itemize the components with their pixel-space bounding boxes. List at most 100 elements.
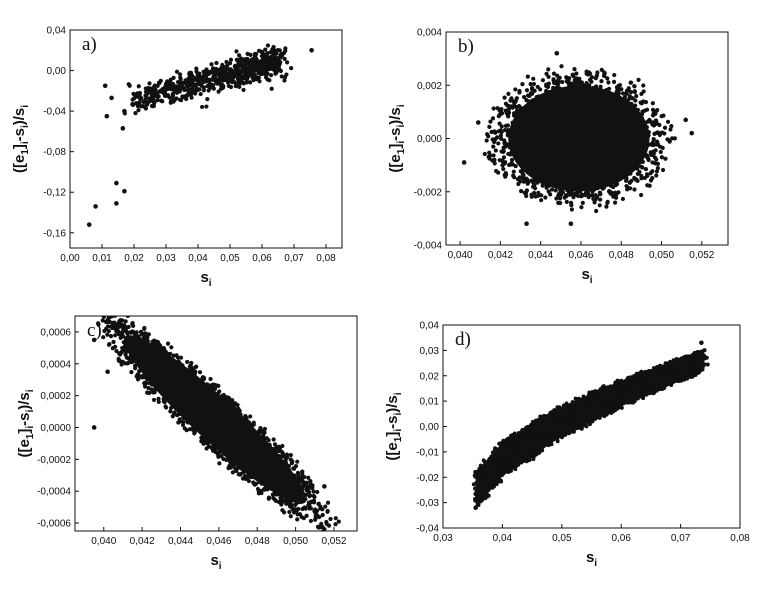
data-point xyxy=(194,66,199,71)
data-point xyxy=(579,193,584,199)
y-tick-label: -0,08 xyxy=(43,147,66,158)
data-point xyxy=(238,69,243,74)
x-tick-label: 0,042 xyxy=(488,250,513,261)
data-point xyxy=(547,420,552,425)
data-point xyxy=(306,475,311,480)
data-point xyxy=(662,125,668,130)
data-point xyxy=(98,305,102,309)
data-point xyxy=(301,479,306,485)
data-point xyxy=(524,176,529,181)
data-point xyxy=(540,183,545,188)
plot-frame xyxy=(74,315,358,532)
data-point xyxy=(524,98,529,103)
data-point xyxy=(234,81,239,86)
data-point xyxy=(643,100,649,105)
data-point xyxy=(158,98,164,103)
data-point xyxy=(303,506,308,511)
data-point xyxy=(252,59,258,65)
data-point xyxy=(226,83,231,89)
data-point xyxy=(503,144,508,149)
data-point xyxy=(214,60,219,66)
data-point xyxy=(111,321,116,327)
data-point xyxy=(138,97,143,102)
data-point xyxy=(184,81,189,87)
data-point xyxy=(274,445,279,450)
data-point xyxy=(478,463,483,468)
data-point xyxy=(577,76,582,81)
data-point xyxy=(486,154,491,160)
data-point xyxy=(130,102,136,108)
data-point xyxy=(122,188,127,194)
data-point xyxy=(539,420,544,425)
y-tick-label: -0,004 xyxy=(414,241,443,252)
data-point xyxy=(102,83,108,89)
data-point xyxy=(612,72,617,78)
panel-label: d) xyxy=(455,329,471,350)
data-point xyxy=(227,463,232,469)
data-point xyxy=(127,83,132,88)
data-point xyxy=(543,195,548,200)
y-tick-label: -0,0002 xyxy=(37,455,71,466)
y-tick-label: 0,0004 xyxy=(40,359,71,370)
data-point xyxy=(602,395,607,400)
data-point xyxy=(105,319,110,325)
data-point xyxy=(654,130,659,136)
data-point xyxy=(314,508,320,513)
data-point xyxy=(212,77,217,82)
x-tick-label: 0,042 xyxy=(130,536,155,547)
data-point xyxy=(606,80,611,85)
data-point xyxy=(261,487,266,492)
data-point xyxy=(580,200,585,205)
data-point xyxy=(508,98,513,103)
data-point xyxy=(232,71,237,76)
data-point xyxy=(605,397,610,402)
data-point xyxy=(230,470,235,475)
data-point xyxy=(271,54,276,59)
data-point xyxy=(155,98,160,103)
data-point xyxy=(312,494,317,500)
data-point xyxy=(243,71,248,77)
data-point xyxy=(632,187,637,192)
data-point xyxy=(300,474,305,480)
data-point xyxy=(288,457,293,462)
data-point xyxy=(509,442,514,447)
data-point xyxy=(193,83,199,88)
data-point xyxy=(314,513,319,518)
data-point xyxy=(501,467,506,472)
data-point xyxy=(500,163,505,168)
y-axis-label: ([e1]i-si)/si xyxy=(387,104,407,172)
data-point xyxy=(634,93,639,99)
data-point xyxy=(171,75,176,80)
data-point xyxy=(624,88,630,93)
data-point xyxy=(477,468,482,473)
data-point xyxy=(662,131,667,136)
data-point xyxy=(279,74,284,79)
data-point xyxy=(573,76,578,81)
data-point xyxy=(620,196,626,202)
x-tick-label: 0,048 xyxy=(245,536,270,547)
data-point xyxy=(289,502,295,508)
data-point xyxy=(510,162,515,167)
data-point xyxy=(86,222,92,227)
data-point xyxy=(515,177,521,182)
data-point xyxy=(91,337,97,343)
data-point xyxy=(639,192,644,198)
data-point xyxy=(240,65,245,70)
data-point xyxy=(651,152,656,158)
data-point xyxy=(266,496,271,501)
data-point xyxy=(517,90,522,95)
data-point xyxy=(174,69,180,74)
data-point xyxy=(93,310,97,314)
data-point xyxy=(303,483,308,488)
data-point xyxy=(498,463,503,468)
data-point xyxy=(613,403,618,408)
data-point xyxy=(142,381,147,386)
data-point xyxy=(652,378,657,383)
data-point xyxy=(647,183,652,188)
data-point xyxy=(158,88,163,93)
data-point xyxy=(498,133,503,138)
data-point xyxy=(571,195,576,200)
data-point xyxy=(278,68,283,74)
data-point xyxy=(569,419,574,424)
data-point xyxy=(593,76,598,81)
